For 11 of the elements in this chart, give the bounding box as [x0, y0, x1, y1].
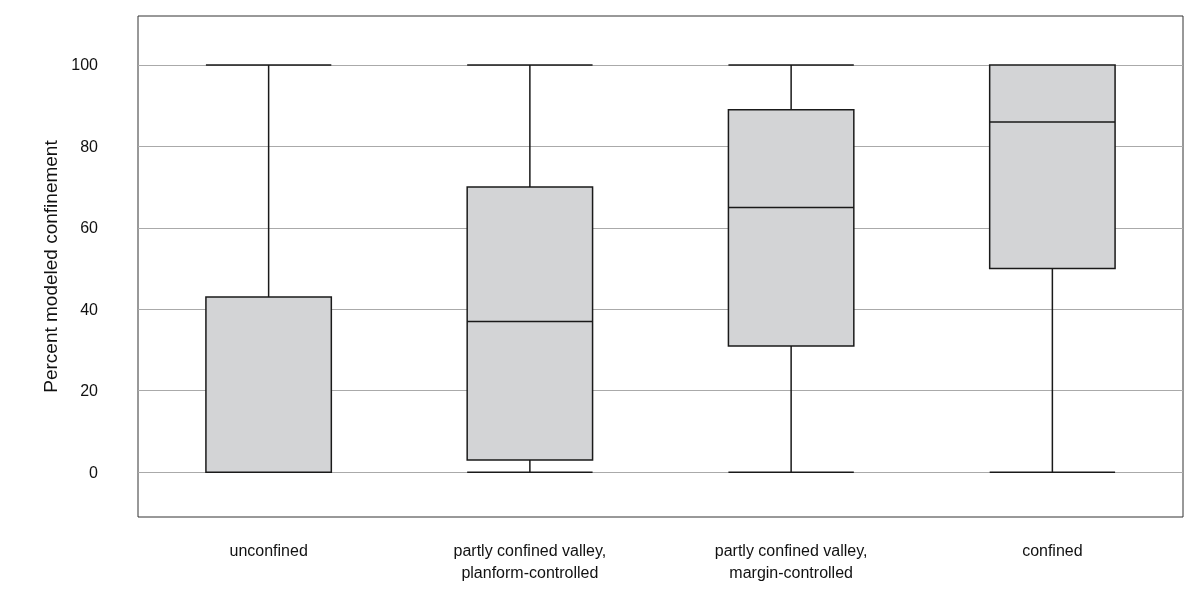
x-tick-label: partly confined valley, planform-controlled — [453, 541, 607, 581]
y-tick-label: 80 — [80, 137, 99, 155]
y-tick-label: 100 — [71, 56, 99, 74]
y-tick-label: 40 — [80, 300, 99, 318]
y-tick-label: 20 — [80, 382, 99, 400]
x-tick-label: unconfined — [229, 541, 308, 559]
y-tick-label: 0 — [89, 463, 99, 481]
x-tick-label: confined — [1022, 541, 1083, 559]
y-tick-label: 60 — [80, 219, 99, 237]
x-tick-label: partly confined valley, margin-controlled — [714, 541, 868, 581]
y-axis-title: Percent modeled confinement — [40, 139, 62, 393]
